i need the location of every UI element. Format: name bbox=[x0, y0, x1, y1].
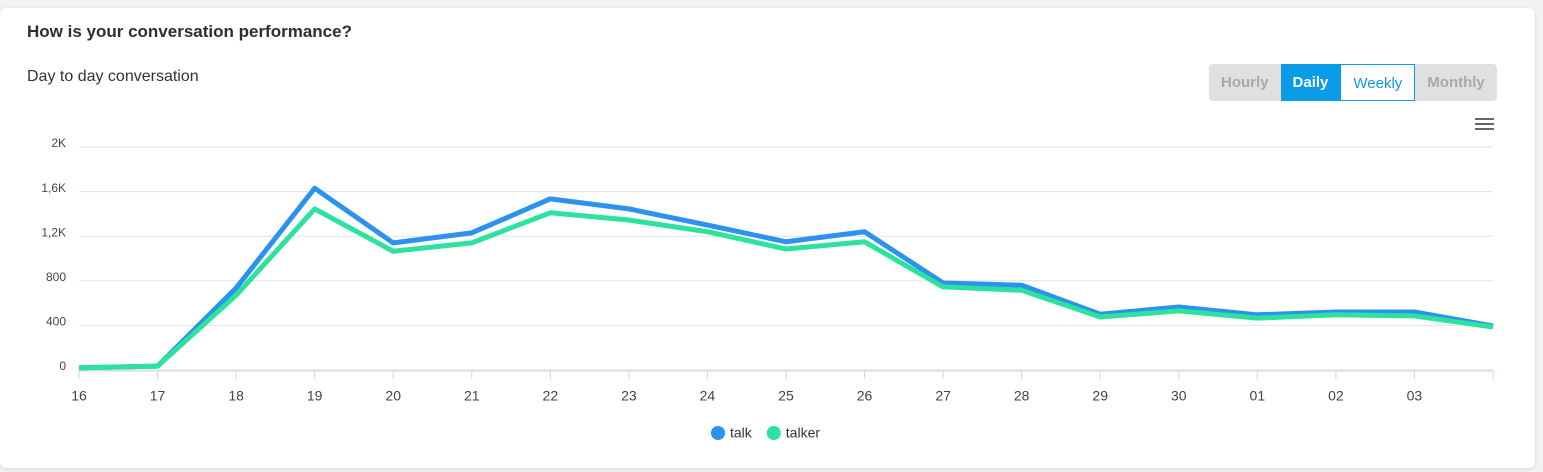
x-tick-label: 27 bbox=[935, 388, 951, 404]
legend-label: talker bbox=[786, 425, 821, 441]
x-tick-label: 28 bbox=[1014, 388, 1030, 404]
period-button[interactable]: Monthly bbox=[1427, 74, 1485, 91]
x-tick-label: 18 bbox=[228, 388, 244, 404]
legend-marker bbox=[711, 426, 725, 440]
period-switch: Hourly Daily Weekly Monthly bbox=[1209, 64, 1497, 101]
y-tick-label: 0 bbox=[59, 359, 66, 373]
x-tick-label: 17 bbox=[150, 388, 166, 404]
x-tick-label: 25 bbox=[778, 388, 794, 404]
series-line bbox=[78, 185, 1494, 371]
series-line bbox=[78, 206, 1494, 371]
x-tick-label: 22 bbox=[543, 388, 559, 404]
legend: talk talker bbox=[711, 425, 820, 441]
y-tick-label: 400 bbox=[46, 315, 66, 329]
x-tick-label: 16 bbox=[71, 388, 87, 404]
x-tick-label: 26 bbox=[857, 388, 873, 404]
x-tick-label: 03 bbox=[1407, 388, 1423, 404]
x-tick-label: 30 bbox=[1171, 388, 1187, 404]
period-button[interactable]: Hourly bbox=[1221, 74, 1269, 91]
x-tick-label: 24 bbox=[700, 388, 716, 404]
x-tick-label: 20 bbox=[385, 388, 401, 404]
chart-subtitle: Day to day conversation bbox=[27, 68, 199, 85]
period-button[interactable]: Daily bbox=[1280, 64, 1341, 101]
y-tick-label: 800 bbox=[46, 270, 66, 284]
period-button[interactable]: Weekly bbox=[1340, 64, 1416, 101]
y-tick-label: 1,6K bbox=[41, 181, 66, 195]
x-tick-label: 02 bbox=[1328, 388, 1344, 404]
y-tick-label: 1,2K bbox=[41, 225, 66, 239]
x-tick-label: 19 bbox=[307, 388, 323, 404]
x-tick-label: 23 bbox=[621, 388, 637, 404]
y-tick-label: 2K bbox=[51, 136, 66, 150]
x-tick-label: 21 bbox=[464, 388, 480, 404]
chart-title: How is your conversation performance? bbox=[27, 22, 352, 41]
x-tick-label: 29 bbox=[1092, 388, 1108, 404]
menu-icon[interactable] bbox=[1475, 118, 1494, 130]
legend-label: talk bbox=[730, 425, 753, 441]
x-tick-label: 01 bbox=[1250, 388, 1266, 404]
legend-marker bbox=[766, 426, 781, 440]
